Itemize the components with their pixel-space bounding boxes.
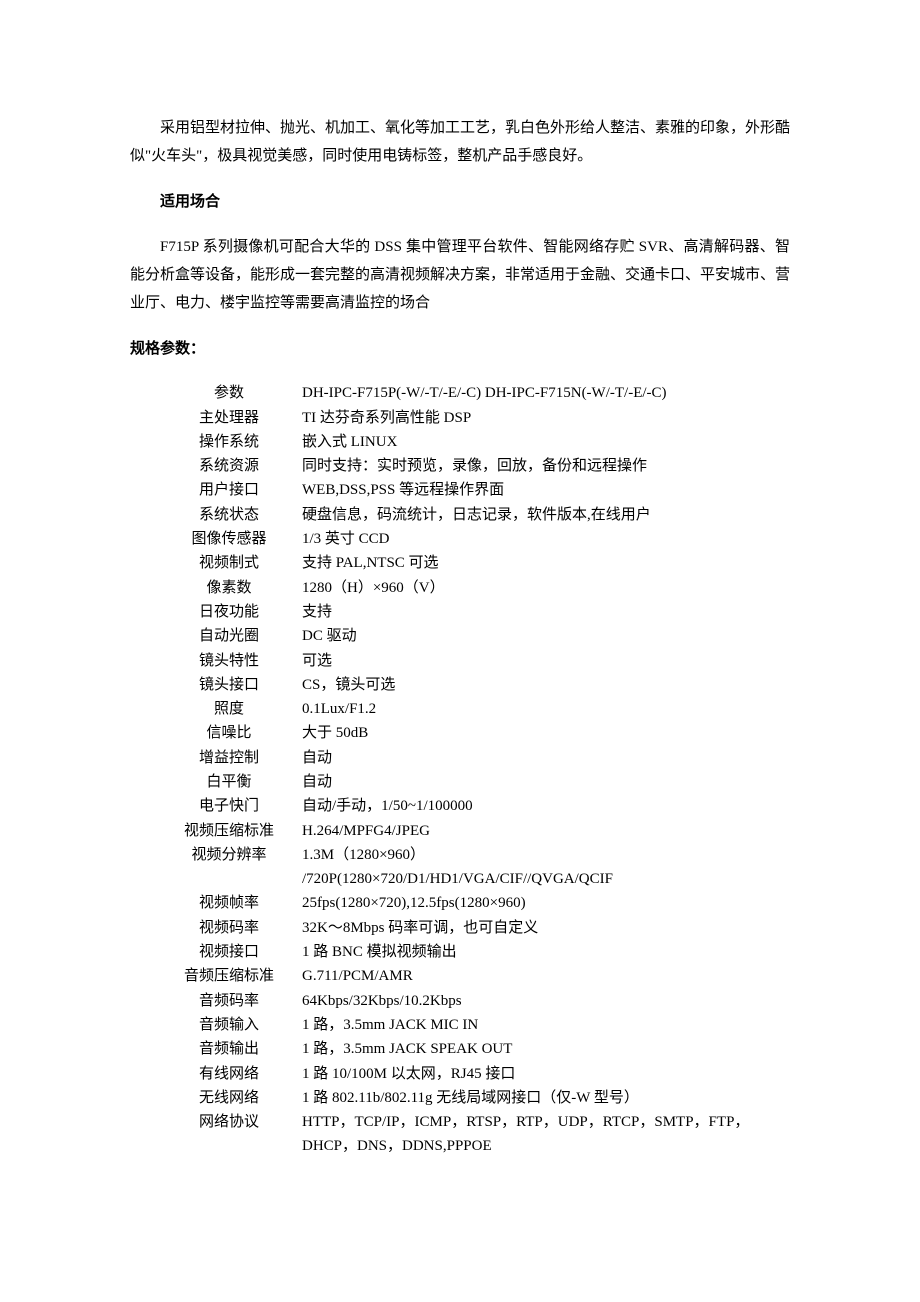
spec-label: 电子快门 [170, 794, 288, 818]
spec-value: 1 路 802.11b/802.11g 无线局域网接口（仅-W 型号） [288, 1086, 790, 1110]
spec-row: 系统资源同时支持：实时预览，录像，回放，备份和远程操作 [170, 454, 790, 478]
spec-label: 像素数 [170, 576, 288, 600]
spec-value: 1/3 英寸 CCD [288, 527, 790, 551]
spec-value: 1 路，3.5mm JACK SPEAK OUT [288, 1037, 790, 1061]
spec-value-continuation: /720P(1280×720/D1/HD1/VGA/CIF//QVGA/QCIF [302, 867, 790, 891]
spec-row: 视频接口1 路 BNC 模拟视频输出 [170, 940, 790, 964]
spec-value: 1280（H）×960（V） [288, 576, 790, 600]
spec-label: 视频帧率 [170, 891, 288, 915]
spec-label: 镜头特性 [170, 649, 288, 673]
spec-value: G.711/PCM/AMR [288, 964, 790, 988]
spec-row: 视频码率32K～8Mbps 码率可调，也可自定义 [170, 916, 790, 940]
spec-value: DH-IPC-F715P(-W/-T/-E/-C) DH-IPC-F715N(-… [288, 381, 790, 405]
spec-value: 可选 [288, 649, 790, 673]
spec-value: 64Kbps/32Kbps/10.2Kbps [288, 989, 790, 1013]
spec-label: 音频输入 [170, 1013, 288, 1037]
spec-row: 有线网络1 路 10/100M 以太网，RJ45 接口 [170, 1062, 790, 1086]
spec-row: 照度 0.1Lux/F1.2 [170, 697, 790, 721]
spec-label: 有线网络 [170, 1062, 288, 1086]
spec-value: 1 路 10/100M 以太网，RJ45 接口 [288, 1062, 790, 1086]
spec-row: 镜头接口CS，镜头可选 [170, 673, 790, 697]
spec-label: 图像传感器 [170, 527, 288, 551]
spec-row: 视频分辨率1.3M（1280×960） [170, 843, 790, 867]
spec-label: 白平衡 [170, 770, 288, 794]
spec-value: 支持 [288, 600, 790, 624]
spec-row: 网络协议HTTP，TCP/IP，ICMP，RTSP，RTP，UDP，RTCP，S… [170, 1110, 790, 1134]
spec-value: 25fps(1280×720),12.5fps(1280×960) [288, 891, 790, 915]
spec-value: 自动 [288, 770, 790, 794]
spec-label: 视频接口 [170, 940, 288, 964]
spec-value: WEB,DSS,PSS 等远程操作界面 [288, 478, 790, 502]
spec-value: 自动/手动，1/50~1/100000 [288, 794, 790, 818]
spec-row: 参数DH-IPC-F715P(-W/-T/-E/-C) DH-IPC-F715N… [170, 381, 790, 405]
spec-label: 参数 [170, 381, 288, 405]
spec-label: 系统资源 [170, 454, 288, 478]
spec-row: 音频压缩标准G.711/PCM/AMR [170, 964, 790, 988]
spec-label: 音频压缩标准 [170, 964, 288, 988]
spec-label: 视频制式 [170, 551, 288, 575]
spec-label: 系统状态 [170, 503, 288, 527]
spec-value: 支持 PAL,NTSC 可选 [288, 551, 790, 575]
spec-label: 镜头接口 [170, 673, 288, 697]
spec-value: 嵌入式 LINUX [288, 430, 790, 454]
spec-label: 增益控制 [170, 746, 288, 770]
spec-value: CS，镜头可选 [288, 673, 790, 697]
section-heading-use-case: 适用场合 [130, 189, 790, 217]
spec-row: 镜头特性可选 [170, 649, 790, 673]
spec-row: 音频输入1 路，3.5mm JACK MIC IN [170, 1013, 790, 1037]
spec-row: 视频帧率25fps(1280×720),12.5fps(1280×960) [170, 891, 790, 915]
spec-row: 音频码率64Kbps/32Kbps/10.2Kbps [170, 989, 790, 1013]
spec-row: 视频压缩标准H.264/MPFG4/JPEG [170, 819, 790, 843]
spec-value: 同时支持：实时预览，录像，回放，备份和远程操作 [288, 454, 790, 478]
spec-label: 信噪比 [170, 721, 288, 745]
section-heading-specs: 规格参数： [130, 336, 790, 364]
spec-row: 操作系统嵌入式 LINUX [170, 430, 790, 454]
spec-label: 视频分辨率 [170, 843, 288, 867]
spec-label: 无线网络 [170, 1086, 288, 1110]
spec-table: 参数DH-IPC-F715P(-W/-T/-E/-C) DH-IPC-F715N… [170, 381, 790, 1159]
spec-row: 系统状态硬盘信息，码流统计，日志记录，软件版本,在线用户 [170, 503, 790, 527]
spec-value: 32K～8Mbps 码率可调，也可自定义 [288, 916, 790, 940]
spec-row: 音频输出1 路，3.5mm JACK SPEAK OUT [170, 1037, 790, 1061]
spec-label: 操作系统 [170, 430, 288, 454]
spec-row: 信噪比大于 50dB [170, 721, 790, 745]
spec-row: 增益控制自动 [170, 746, 790, 770]
spec-value: HTTP，TCP/IP，ICMP，RTSP，RTP，UDP，RTCP，SMTP，… [288, 1110, 790, 1134]
spec-row: 电子快门自动/手动，1/50~1/100000 [170, 794, 790, 818]
spec-value: 1.3M（1280×960） [288, 843, 790, 867]
spec-value: TI 达芬奇系列高性能 DSP [288, 406, 790, 430]
spec-row: 自动光圈DC 驱动 [170, 624, 790, 648]
spec-label: 用户接口 [170, 478, 288, 502]
spec-label: 自动光圈 [170, 624, 288, 648]
spec-label: 主处理器 [170, 406, 288, 430]
use-case-paragraph: F715P 系列摄像机可配合大华的 DSS 集中管理平台软件、智能网络存贮 SV… [130, 234, 790, 317]
spec-value: DC 驱动 [288, 624, 790, 648]
spec-label: 日夜功能 [170, 600, 288, 624]
spec-value: 1 路，3.5mm JACK MIC IN [288, 1013, 790, 1037]
spec-value: 硬盘信息，码流统计，日志记录，软件版本,在线用户 [288, 503, 790, 527]
spec-row: 日夜功能支持 [170, 600, 790, 624]
spec-row: 像素数1280（H）×960（V） [170, 576, 790, 600]
intro-paragraph: 采用铝型材拉伸、抛光、机加工、氧化等加工工艺，乳白色外形给人整洁、素雅的印象，外… [130, 115, 790, 171]
spec-row: 白平衡自动 [170, 770, 790, 794]
spec-value: 自动 [288, 746, 790, 770]
spec-row: 用户接口WEB,DSS,PSS 等远程操作界面 [170, 478, 790, 502]
spec-value: H.264/MPFG4/JPEG [288, 819, 790, 843]
spec-row: 图像传感器1/3 英寸 CCD [170, 527, 790, 551]
spec-row: 主处理器TI 达芬奇系列高性能 DSP [170, 406, 790, 430]
spec-label: 照度 [170, 697, 288, 721]
spec-row: 无线网络1 路 802.11b/802.11g 无线局域网接口（仅-W 型号） [170, 1086, 790, 1110]
spec-label: 音频输出 [170, 1037, 288, 1061]
spec-label: 视频码率 [170, 916, 288, 940]
spec-value: 1 路 BNC 模拟视频输出 [288, 940, 790, 964]
spec-value-continuation: DHCP，DNS，DDNS,PPPOE [302, 1134, 790, 1158]
spec-label: 网络协议 [170, 1110, 288, 1134]
spec-value: 大于 50dB [288, 721, 790, 745]
spec-label: 视频压缩标准 [170, 819, 288, 843]
spec-value: 0.1Lux/F1.2 [288, 697, 790, 721]
spec-label: 音频码率 [170, 989, 288, 1013]
spec-row: 视频制式支持 PAL,NTSC 可选 [170, 551, 790, 575]
